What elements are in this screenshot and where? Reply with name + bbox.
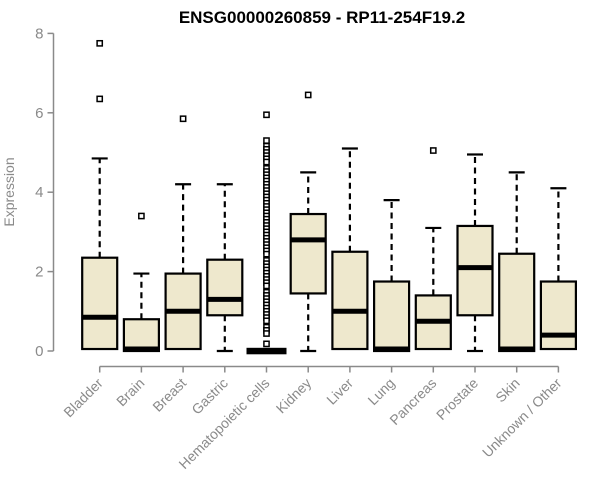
outlier-point (304, 91, 312, 99)
box-skin (498, 171, 536, 353)
box-rect (122, 318, 161, 353)
box-gastric (206, 183, 244, 353)
box-lung (373, 199, 411, 353)
y-axis-label: Expression (1, 157, 17, 226)
outlier-point (263, 250, 270, 258)
box-bladder (81, 39, 119, 351)
outlier-point (263, 340, 270, 348)
box-rect (456, 224, 494, 317)
collapsed-box-median (246, 347, 287, 355)
box-breast (164, 115, 202, 351)
box-liver (331, 147, 369, 351)
outlier-point (429, 147, 437, 154)
outlier-point (263, 137, 270, 144)
box-hematopoietic-cells (246, 111, 287, 355)
y-tick-label: 6 (35, 105, 43, 122)
outlier-point (96, 95, 104, 103)
boxes-layer (81, 39, 578, 355)
y-tick-label: 4 (35, 184, 43, 201)
outlier-point (263, 111, 270, 119)
outlier-point (263, 317, 270, 325)
y-tick-label: 0 (35, 343, 43, 360)
box-rect (289, 212, 327, 295)
box-pancreas (414, 147, 452, 351)
box-rect (373, 280, 411, 353)
box-rect (498, 252, 536, 353)
outlier-point (263, 330, 270, 337)
y-tick-label: 2 (35, 264, 43, 281)
box-unknown-other (539, 187, 578, 351)
chart-title: ENSG00000260859 - RP11-254F19.2 (179, 8, 465, 27)
box-rect (206, 258, 244, 317)
outlier-point (96, 39, 104, 47)
box-brain (122, 212, 161, 353)
box-rect (81, 256, 119, 351)
y-tick-label: 8 (35, 25, 43, 42)
outlier-point (263, 282, 270, 290)
box-kidney (289, 91, 327, 353)
outlier-point (263, 158, 270, 166)
outlier-point (138, 212, 145, 220)
box-prostate (456, 153, 494, 353)
outlier-point (179, 115, 187, 123)
box-rect (331, 250, 369, 351)
box-rect (539, 280, 578, 351)
